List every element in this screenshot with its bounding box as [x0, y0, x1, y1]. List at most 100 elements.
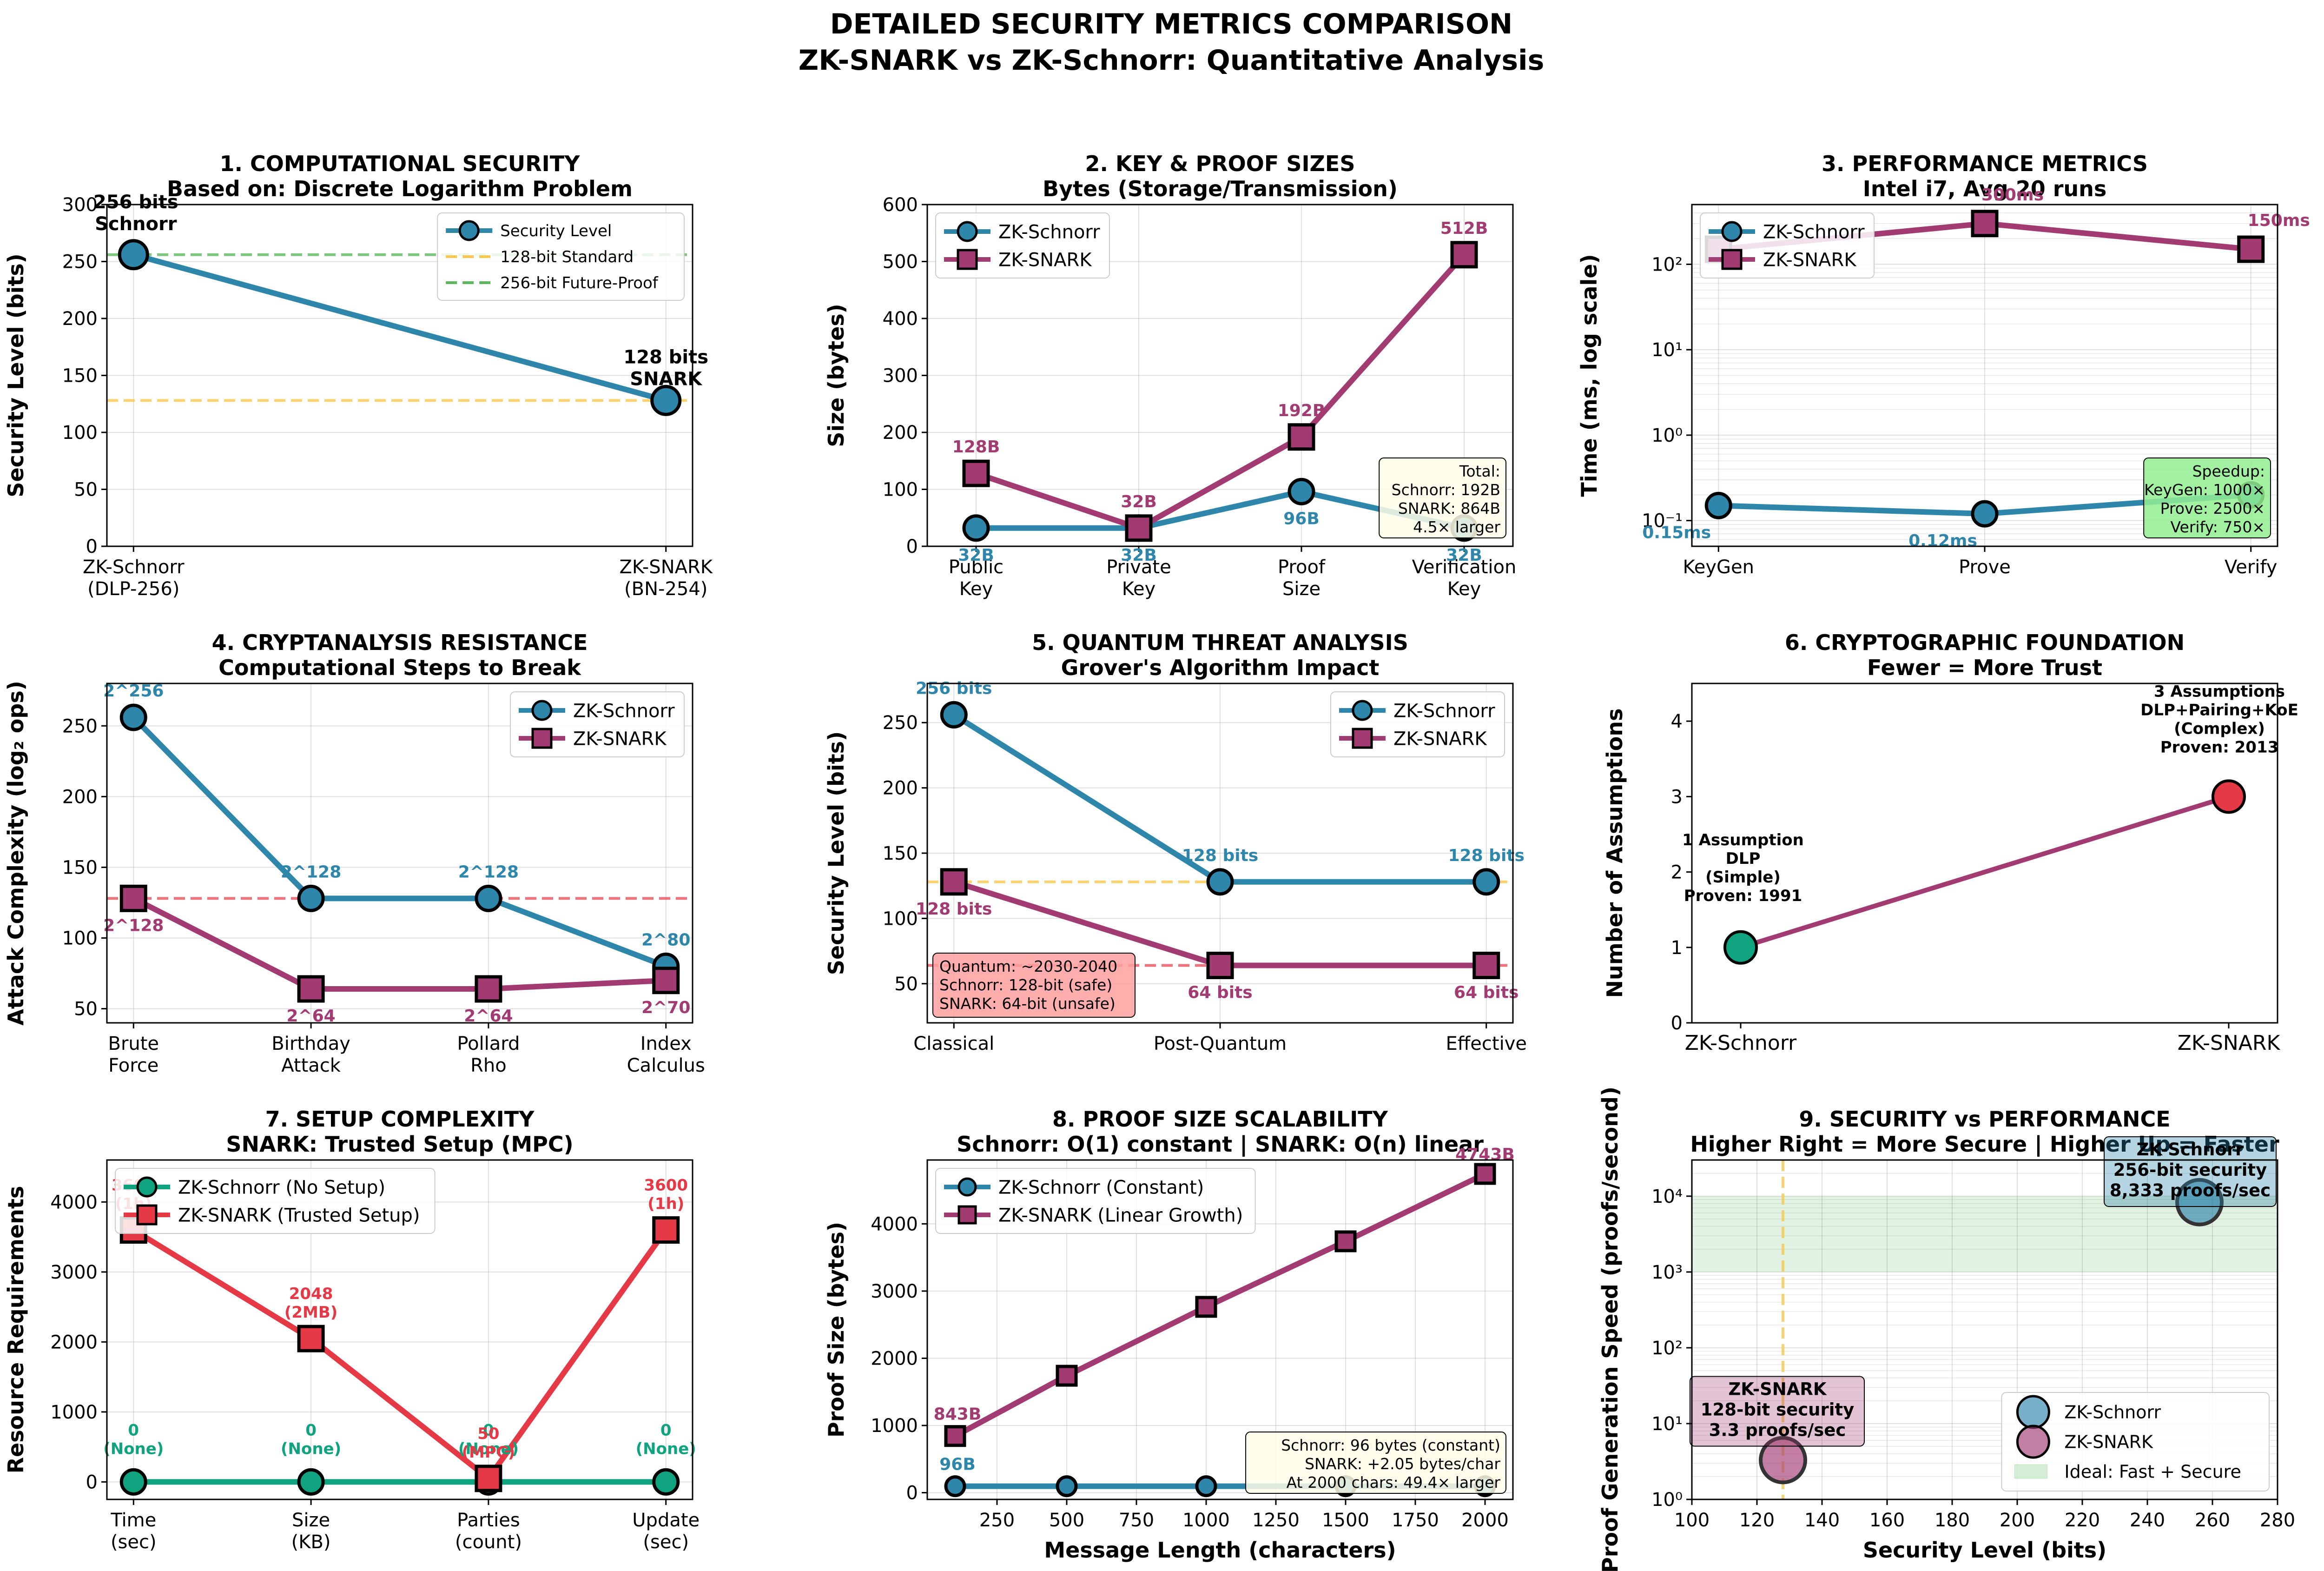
legend-item: ZK-Schnorr [1339, 700, 1495, 722]
panel-subtitle: Grover's Algorithm Impact [1061, 655, 1380, 680]
y-tick-label: 1 [1671, 937, 1683, 959]
x-tick-label: Proof Size [1278, 557, 1326, 600]
summary-box-line: Schnorr: 192B [1392, 481, 1500, 499]
series-schnorr-marker [297, 884, 325, 912]
legend-label: Security Level [500, 222, 612, 240]
scalability-box-line: At 2000 chars: 49.4× larger [1287, 1473, 1501, 1491]
y-tick-label: 200 [883, 422, 918, 444]
y-tick-label: 10¹ [1651, 339, 1683, 361]
series-snark-marker [1056, 1365, 1078, 1387]
legend-item: 256-bit Future-Proof [446, 274, 659, 292]
x-tick-label: 220 [2065, 1510, 2100, 1531]
y-tick-label: 50 [74, 999, 98, 1020]
y-tick-label: 400 [883, 308, 918, 330]
y-axis-label: Proof Generation Speed (proofs/second) [1598, 1087, 1623, 1571]
panel-title: 8. PROOF SIZE SCALABILITY [1052, 1107, 1388, 1132]
series-schnorr-marker [1704, 491, 1732, 519]
y-tick-label: 500 [883, 252, 918, 273]
y-tick-label: 10⁰ [1651, 425, 1683, 446]
x-tick-label: 160 [1869, 1510, 1905, 1531]
legend-marker [458, 220, 480, 241]
quantum-box-line: Schnorr: 128-bit (safe) [939, 976, 1112, 994]
y-tick-label: 100 [62, 928, 98, 949]
y-tick-label: 250 [883, 712, 918, 734]
legend-item: ZK-Schnorr (Constant) [944, 1177, 1204, 1198]
series-snark-marker [1971, 210, 1999, 238]
legend-label: ZK-Schnorr (No Setup) [178, 1177, 385, 1198]
legend-marker [1721, 221, 1743, 242]
series-snark-marker [652, 967, 680, 994]
data-label: 2^128 [103, 916, 164, 935]
y-tick-label: 150 [62, 857, 98, 878]
legend-marker [2016, 1395, 2050, 1429]
x-tick-label: 250 [979, 1510, 1015, 1531]
series-snark-marker [1474, 1163, 1496, 1185]
legend-label: ZK-SNARK (Trusted Setup) [178, 1205, 420, 1226]
data-label: 50 (MPC) [462, 1425, 515, 1462]
legend-item: ZK-SNARK [1709, 249, 1857, 271]
y-axis-label: Number of Assumptions [1602, 708, 1627, 998]
legend-swatch [2014, 1464, 2047, 1479]
series-snark-marker [1472, 951, 1500, 979]
series-snark-marker [962, 459, 990, 487]
x-tick-label: 1000 [1182, 1510, 1230, 1531]
panel-subtitle: Based on: Discrete Logarithm Problem [167, 176, 633, 201]
x-tick-label: Birthday Attack [271, 1033, 350, 1076]
series-snark-marker [652, 1216, 680, 1244]
legend-label: Ideal: Fast + Secure [2064, 1462, 2241, 1482]
data-label: 128 bits [916, 900, 992, 919]
x-tick-label: Update (sec) [632, 1510, 700, 1553]
legend-label: ZK-Schnorr [1393, 700, 1495, 722]
legend-label: ZK-Schnorr [1763, 221, 1865, 243]
legend-marker [957, 1177, 977, 1197]
data-label: 3600(1h) [644, 1176, 688, 1213]
y-axis-label: Size (bytes) [824, 304, 849, 447]
x-tick-label: Prove [1959, 557, 2011, 578]
x-tick-label: ZK-Schnorr (DLP-256) [83, 557, 185, 600]
series-schnorr-line [131, 715, 667, 969]
panel-subtitle: Intel i7, Avg 20 runs [1863, 176, 2107, 201]
x-tick-label: Index Calculus [627, 1033, 705, 1076]
series-snark-line [975, 252, 1466, 531]
summary-box-frame [1379, 457, 1506, 538]
x-tick-label: 500 [1049, 1510, 1084, 1531]
legend-marker [957, 1205, 977, 1225]
legend-label: 128-bit Standard [500, 248, 634, 266]
x-tick-label: Classical [913, 1033, 994, 1054]
legend-frame [935, 1168, 1256, 1234]
panel-subtitle: Schnorr: O(1) constant | SNARK: O(n) lin… [957, 1132, 1484, 1157]
schnorr-marker [1723, 930, 1758, 965]
x-tick-label: 140 [1804, 1510, 1840, 1531]
axes-frame [926, 204, 1514, 547]
data-label: 128B [952, 437, 1000, 457]
series-snark-marker [475, 1465, 502, 1492]
data-label: 256 bits Schnorr [93, 192, 178, 235]
series-snark-marker [475, 975, 502, 1003]
x-tick-label: 240 [2130, 1510, 2165, 1531]
series-snark-marker [1450, 241, 1478, 269]
x-tick-label: Size (KB) [291, 1510, 331, 1553]
panel-title: 1. COMPUTATIONAL SECURITY [220, 151, 581, 176]
x-tick-label: 200 [2000, 1510, 2035, 1531]
data-label: 32B [958, 546, 994, 565]
scalability-box: Schnorr: 96 bytes (constant)SNARK: +2.05… [1245, 1432, 1507, 1494]
series-assumptions-line [1740, 794, 2230, 950]
y-tick-label: 0 [86, 536, 98, 557]
series-snark-marker [940, 868, 968, 896]
series-schnorr-marker [119, 1468, 147, 1496]
y-tick-label: 4000 [50, 1192, 98, 1213]
panel-title: 9. SECURITY vs PERFORMANCE [1799, 1107, 2170, 1132]
x-tick-label: Private Key [1106, 557, 1171, 600]
panel-4: 4. CRYPTANALYSIS RESISTANCEComputational… [3, 630, 705, 1076]
series-schnorr-marker [119, 703, 147, 731]
x-tick-label: Post-Quantum [1154, 1033, 1287, 1054]
legend-item: ZK-Schnorr [519, 700, 675, 722]
y-tick-label: 1000 [871, 1415, 918, 1437]
legend-item: Ideal: Fast + Secure [2014, 1462, 2241, 1482]
series-snark-marker [297, 975, 325, 1003]
x-tick-label: KeyGen [1683, 557, 1754, 578]
figure-title-line2: ZK-SNARK vs ZK-Schnorr: Quantitative Ana… [799, 44, 1545, 77]
